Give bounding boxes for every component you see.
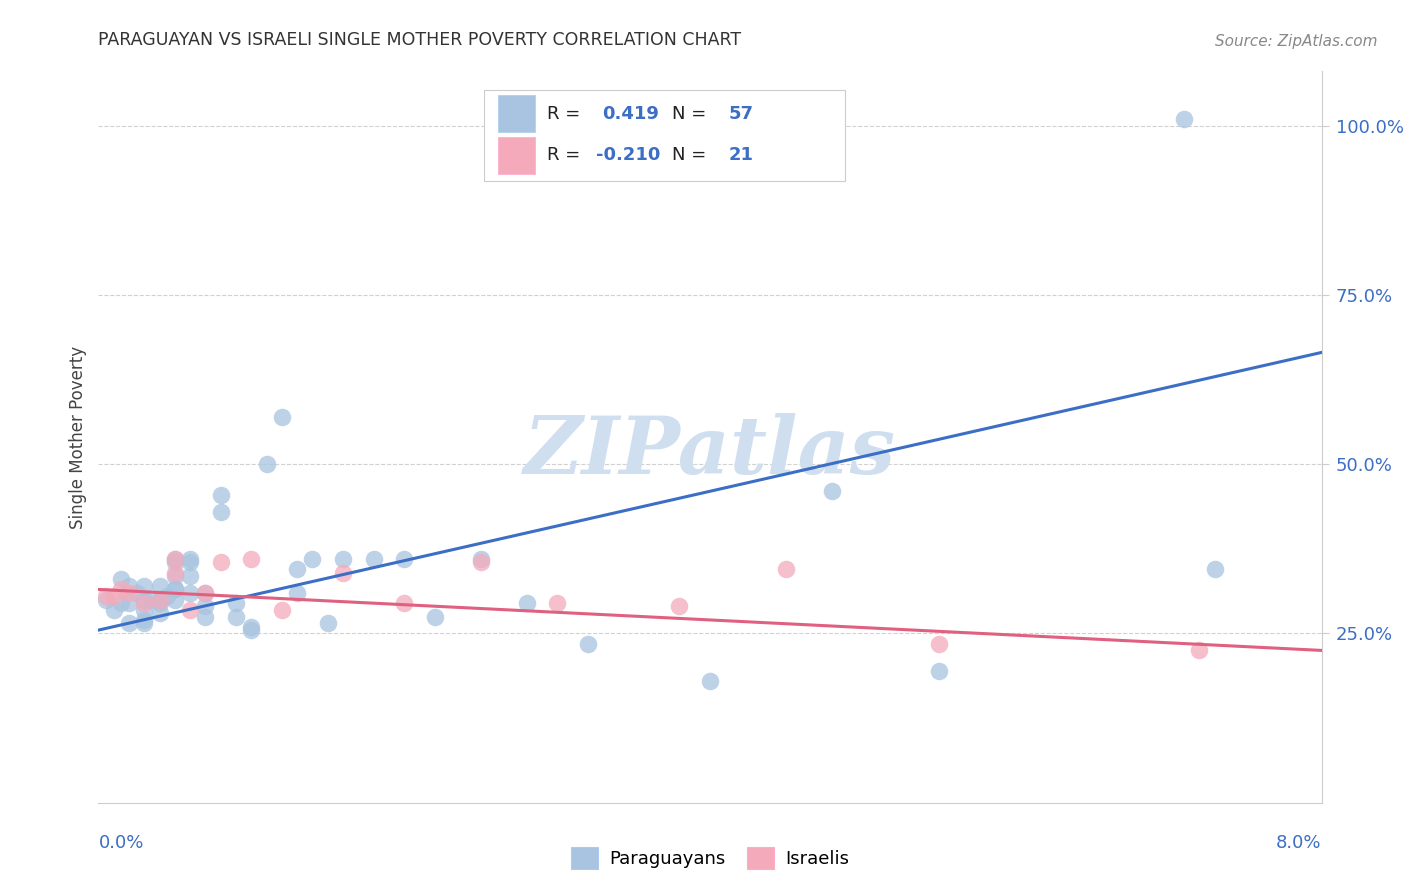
- Point: [163, 552, 186, 566]
- Point: [149, 592, 172, 607]
- Point: [163, 582, 186, 597]
- FancyBboxPatch shape: [498, 95, 536, 132]
- Point: [470, 555, 492, 569]
- Point: [194, 599, 217, 614]
- Point: [209, 505, 232, 519]
- Point: [928, 637, 950, 651]
- Point: [576, 637, 599, 651]
- Point: [134, 596, 156, 610]
- Point: [392, 596, 416, 610]
- Point: [1204, 562, 1226, 576]
- Point: [149, 592, 172, 607]
- Point: [423, 609, 446, 624]
- Point: [1188, 643, 1211, 657]
- Point: [149, 596, 172, 610]
- Point: [270, 409, 294, 424]
- Point: [668, 599, 690, 614]
- Point: [194, 609, 217, 624]
- Point: [125, 586, 148, 600]
- Point: [821, 484, 844, 499]
- Text: Source: ZipAtlas.com: Source: ZipAtlas.com: [1215, 34, 1378, 49]
- Point: [209, 555, 232, 569]
- Point: [110, 596, 132, 610]
- Point: [134, 613, 156, 627]
- Point: [163, 555, 186, 569]
- Point: [163, 592, 186, 607]
- Point: [103, 603, 125, 617]
- Point: [270, 603, 294, 617]
- Point: [163, 552, 186, 566]
- Point: [149, 606, 172, 620]
- FancyBboxPatch shape: [498, 137, 536, 174]
- Text: 21: 21: [728, 146, 754, 164]
- Text: 0.419: 0.419: [602, 104, 659, 123]
- Point: [179, 569, 201, 583]
- Point: [149, 592, 172, 607]
- Point: [163, 582, 186, 597]
- Point: [240, 552, 263, 566]
- Point: [209, 488, 232, 502]
- Point: [179, 586, 201, 600]
- Point: [156, 589, 179, 603]
- Point: [285, 586, 308, 600]
- Point: [516, 596, 538, 610]
- Point: [699, 673, 721, 688]
- Point: [225, 596, 247, 610]
- Point: [134, 592, 156, 607]
- Point: [110, 582, 132, 597]
- Text: 57: 57: [728, 104, 754, 123]
- Text: ZIPatlas: ZIPatlas: [524, 413, 896, 491]
- Point: [332, 552, 354, 566]
- Point: [1173, 112, 1195, 126]
- Point: [118, 586, 141, 600]
- Point: [240, 623, 263, 637]
- Text: 0.0%: 0.0%: [98, 834, 143, 852]
- Point: [141, 592, 163, 607]
- Point: [179, 603, 201, 617]
- Point: [94, 589, 117, 603]
- Point: [225, 609, 247, 624]
- Point: [546, 596, 568, 610]
- Text: -0.210: -0.210: [596, 146, 661, 164]
- Point: [194, 586, 217, 600]
- Text: PARAGUAYAN VS ISRAELI SINGLE MOTHER POVERTY CORRELATION CHART: PARAGUAYAN VS ISRAELI SINGLE MOTHER POVE…: [98, 31, 741, 49]
- Point: [775, 562, 797, 576]
- Point: [301, 552, 323, 566]
- Point: [110, 572, 132, 586]
- FancyBboxPatch shape: [484, 90, 845, 181]
- Point: [149, 579, 172, 593]
- Point: [470, 552, 492, 566]
- Point: [392, 552, 416, 566]
- Point: [94, 592, 117, 607]
- Y-axis label: Single Mother Poverty: Single Mother Poverty: [69, 345, 87, 529]
- Text: N =: N =: [672, 146, 711, 164]
- Point: [103, 589, 125, 603]
- Point: [285, 562, 308, 576]
- Point: [194, 586, 217, 600]
- Text: N =: N =: [672, 104, 711, 123]
- Point: [118, 596, 141, 610]
- Point: [179, 555, 201, 569]
- Point: [240, 620, 263, 634]
- Point: [118, 616, 141, 631]
- Point: [332, 566, 354, 580]
- Point: [163, 569, 186, 583]
- Point: [928, 664, 950, 678]
- Point: [134, 579, 156, 593]
- Text: R =: R =: [547, 104, 586, 123]
- Point: [179, 552, 201, 566]
- Point: [316, 616, 339, 631]
- Legend: Paraguayans, Israelis: Paraguayans, Israelis: [562, 838, 858, 878]
- Point: [256, 457, 278, 471]
- Text: 8.0%: 8.0%: [1277, 834, 1322, 852]
- Point: [363, 552, 385, 566]
- Point: [134, 603, 156, 617]
- Text: R =: R =: [547, 146, 586, 164]
- Point: [134, 616, 156, 631]
- Point: [163, 566, 186, 580]
- Point: [118, 579, 141, 593]
